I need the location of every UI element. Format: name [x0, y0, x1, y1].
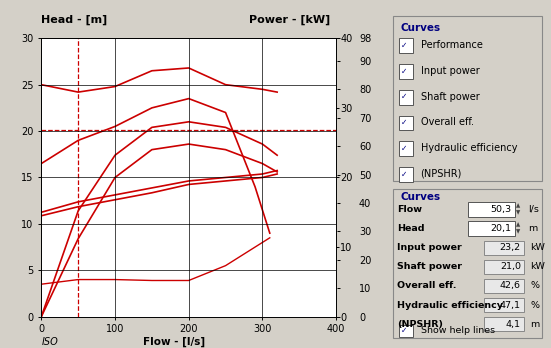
Text: Show help lines: Show help lines [420, 326, 495, 335]
Text: Overall eff.: Overall eff. [397, 282, 457, 291]
Text: Curves: Curves [401, 23, 441, 33]
FancyBboxPatch shape [484, 260, 524, 274]
Text: ✓: ✓ [401, 169, 408, 179]
Text: Head - [m]: Head - [m] [41, 15, 107, 25]
FancyBboxPatch shape [484, 317, 524, 331]
Text: Shaft power: Shaft power [397, 262, 462, 271]
Text: Overall eff.: Overall eff. [420, 118, 473, 127]
Text: ✓: ✓ [401, 326, 408, 335]
Text: ▼: ▼ [516, 230, 521, 235]
Text: Hydraulic efficiency: Hydraulic efficiency [397, 301, 504, 309]
Text: (NPSHR): (NPSHR) [420, 169, 462, 179]
FancyBboxPatch shape [399, 38, 413, 53]
Text: Head: Head [397, 224, 425, 233]
FancyBboxPatch shape [484, 241, 524, 255]
Text: ▲: ▲ [516, 204, 521, 208]
Text: kW: kW [530, 262, 545, 271]
Text: Flow: Flow [397, 205, 423, 214]
Text: Input power: Input power [420, 66, 479, 76]
Text: 21,0: 21,0 [500, 262, 521, 271]
Text: ✓: ✓ [401, 144, 408, 153]
FancyBboxPatch shape [399, 116, 413, 130]
Text: ✓: ✓ [401, 92, 408, 101]
Text: 50,3: 50,3 [490, 205, 511, 214]
FancyBboxPatch shape [468, 202, 515, 217]
Text: 20,1: 20,1 [490, 224, 511, 233]
Text: 4,1: 4,1 [506, 319, 521, 329]
Text: 47,1: 47,1 [500, 301, 521, 309]
FancyBboxPatch shape [399, 141, 413, 156]
Text: ✓: ✓ [401, 118, 408, 127]
FancyBboxPatch shape [399, 64, 413, 79]
Text: ✓: ✓ [401, 41, 408, 50]
Text: Flow - [l/s]: Flow - [l/s] [143, 337, 205, 347]
Text: m: m [530, 319, 539, 329]
Text: ✓: ✓ [401, 66, 408, 76]
Text: kW: kW [530, 243, 545, 252]
Text: Power - [kW]: Power - [kW] [250, 15, 331, 25]
FancyBboxPatch shape [468, 221, 515, 236]
Text: Curves: Curves [401, 192, 441, 202]
Text: Shaft power: Shaft power [420, 92, 479, 102]
FancyBboxPatch shape [484, 279, 524, 293]
Text: (NPSHR): (NPSHR) [397, 319, 444, 329]
FancyBboxPatch shape [399, 325, 413, 337]
Text: ▲: ▲ [516, 223, 521, 228]
Text: %: % [530, 301, 539, 309]
FancyBboxPatch shape [399, 167, 413, 182]
Text: ▼: ▼ [516, 211, 521, 215]
Text: %: % [530, 282, 539, 291]
FancyBboxPatch shape [484, 298, 524, 312]
Text: Input power: Input power [397, 243, 462, 252]
Text: 42,6: 42,6 [500, 282, 521, 291]
Text: Hydraulic efficiency: Hydraulic efficiency [420, 143, 517, 153]
Text: Performance: Performance [420, 40, 482, 50]
FancyBboxPatch shape [399, 90, 413, 105]
Text: l/s: l/s [528, 205, 539, 214]
Text: m: m [528, 224, 538, 233]
Text: 23,2: 23,2 [500, 243, 521, 252]
Text: ISO: ISO [41, 337, 58, 347]
